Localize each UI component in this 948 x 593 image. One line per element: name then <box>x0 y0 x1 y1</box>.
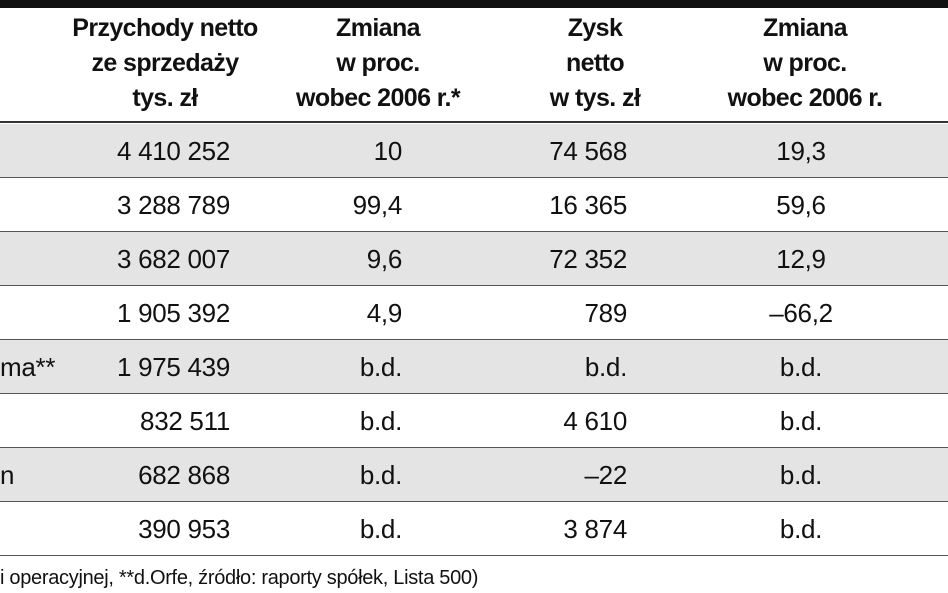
cell: 74 568 <box>549 136 627 166</box>
table-row <box>0 394 948 448</box>
top-bar <box>0 0 948 8</box>
cell: b.d. <box>584 352 627 382</box>
table-row <box>0 124 948 178</box>
row-rule <box>0 177 948 178</box>
header-text: ze sprzedaży <box>91 49 239 77</box>
table-row <box>0 178 948 232</box>
cell: b.d. <box>359 460 402 490</box>
header-text: Zysk <box>567 14 623 42</box>
cell: b.d. <box>359 352 402 382</box>
cell: 682 868 <box>138 460 230 490</box>
table-row <box>0 448 948 502</box>
header-text: wobec 2006 r. <box>727 84 883 112</box>
header-text: Przychody netto <box>72 14 258 42</box>
header-text: w proc. <box>763 49 847 77</box>
row-rule <box>0 555 948 556</box>
cell: –22 <box>584 460 628 490</box>
header-text: w tys. zł <box>549 84 641 112</box>
cell: 72 352 <box>549 244 627 274</box>
header-text: tys. zł <box>132 84 198 112</box>
row-rule <box>0 447 948 448</box>
table-row <box>0 502 948 556</box>
cell: 10 <box>373 136 403 166</box>
cell: 12,9 <box>776 244 826 274</box>
cell: 1 905 392 <box>117 298 230 328</box>
cell: 16 365 <box>549 190 627 220</box>
cell: 390 953 <box>138 514 230 544</box>
cell: b.d. <box>779 352 823 382</box>
row-rule <box>0 501 948 502</box>
cell: 59,6 <box>776 190 826 220</box>
cell: 99,4 <box>352 190 403 220</box>
header-rule <box>0 121 948 123</box>
row-rule <box>0 231 948 232</box>
row-label: ma** <box>0 352 56 382</box>
cell: b.d. <box>359 406 402 436</box>
row-rule <box>0 285 948 286</box>
table-row <box>0 286 948 340</box>
header-text: netto <box>565 49 625 77</box>
header-text: Zmiana <box>763 14 848 42</box>
cell: b.d. <box>779 406 823 436</box>
cell: 3 874 <box>563 514 627 544</box>
header-text: wobec 2006 r.* <box>296 84 461 112</box>
cell: b.d. <box>359 514 402 544</box>
cell: 9,6 <box>366 244 403 274</box>
table-row <box>0 340 948 394</box>
cell: b.d. <box>779 514 823 544</box>
header-text: w proc. <box>336 49 420 77</box>
cell: 832 511 <box>140 406 230 436</box>
row-rule <box>0 393 948 394</box>
cell: 4,9 <box>366 298 403 328</box>
table-row <box>0 232 948 286</box>
row-label: n <box>0 460 15 490</box>
cell: 1 975 439 <box>117 352 230 382</box>
row-rule <box>0 339 948 340</box>
footnote: i operacyjnej, **d.Orfe, źródło: raporty… <box>0 567 479 589</box>
cell: 4 410 252 <box>117 136 230 166</box>
cell: –66,2 <box>769 298 833 328</box>
header-text: Zmiana <box>336 14 421 42</box>
cell: 19,3 <box>776 136 826 166</box>
cell: 3 682 007 <box>117 244 230 274</box>
cell: 3 288 789 <box>117 190 230 220</box>
cell: 789 <box>584 298 628 328</box>
cell: b.d. <box>779 460 823 490</box>
cell: 4 610 <box>563 406 627 436</box>
